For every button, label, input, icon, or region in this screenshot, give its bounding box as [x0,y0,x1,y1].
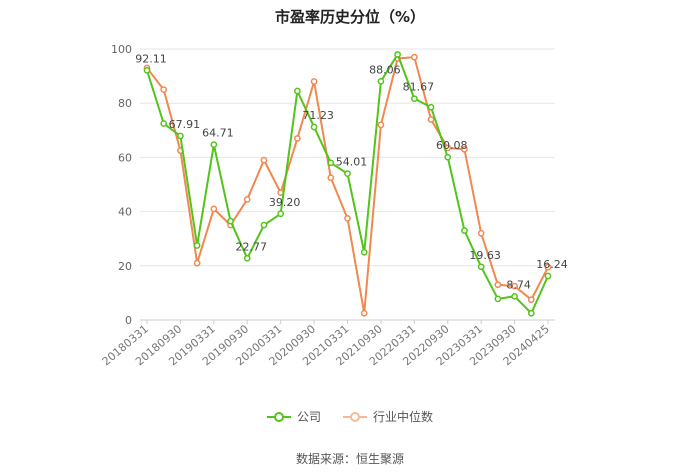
data-label: 39.20 [269,196,301,209]
series-company-point [160,120,168,127]
series-industry-point [294,135,301,142]
series-industry-point [527,296,535,304]
data-label: 88.06 [369,63,401,76]
series-industry-point [260,156,268,164]
series-company-point [444,153,452,161]
series-industry-point [160,86,168,94]
y-tick-label: 80 [118,97,132,110]
y-tick-label: 100 [111,43,132,56]
series-industry-point [327,174,335,182]
data-label: 8.74 [506,278,531,291]
series-company-point [310,123,318,131]
data-label: 19.63 [469,249,501,262]
series-industry-point [511,282,518,290]
source-note: 数据来源：恒生聚源 [295,452,404,466]
series-company-point [344,170,351,177]
y-tick-label: 40 [118,206,132,219]
series-industry-point [243,196,251,203]
series-industry-point [360,309,368,317]
y-tick-label: 0 [125,314,132,327]
legend-item-industry-median[interactable]: 行业中位数 [343,408,433,425]
data-label: 64.71 [202,127,234,140]
data-label: 60.08 [436,139,468,152]
data-label: 81.67 [403,81,435,94]
series-company-point [327,159,335,167]
series-industry-point [461,145,468,153]
series-company-point [260,221,268,229]
series-industry-point [210,205,218,213]
legend-company-marker [266,411,291,423]
series-company-point [461,227,468,234]
legend-company-label: 公司 [296,410,321,424]
series-company-point [410,95,418,103]
data-label: 92.11 [135,52,167,65]
series-company-point [177,132,184,140]
series-industry-point [410,53,418,61]
series-company-point [210,141,218,148]
data-label: 67.91 [169,118,201,131]
series-industry-point [377,121,385,129]
data-label: 16.24 [536,258,568,271]
legend-industry-marker [343,411,367,423]
legend-item-company[interactable]: 公司 [266,408,321,425]
series-company-point [477,263,485,271]
y-tick-label: 20 [118,260,132,273]
series-industry-point [544,263,552,271]
series-company-point [494,295,502,303]
series-company-point [243,254,251,262]
series-industry-point [310,78,318,85]
series-company-point [544,272,552,280]
data-label: 54.01 [336,156,368,169]
series-company-point [427,103,435,111]
series-industry-point [427,116,435,123]
series-company-point [294,87,301,95]
series-company-point [394,51,401,58]
series-company-point [527,309,535,317]
series-company-point [511,292,518,300]
series-company-point [227,217,234,225]
legend[interactable]: 公司 行业中位数 [0,408,700,425]
series-company-point [360,248,368,256]
series-industry-point [193,259,201,267]
y-tick-label: 60 [118,151,132,164]
series-company-line [146,52,549,315]
chart-title: 市盈率历史分位（%） [274,8,426,26]
data-label: 71.23 [302,109,334,122]
series-company-point [277,210,285,218]
series-company-point [143,67,151,74]
series-industry-point [494,281,502,289]
series-company-point [377,78,385,85]
data-label: 22.77 [236,240,268,253]
legend-industry-label: 行业中位数 [373,410,434,424]
series-company-point [193,242,201,249]
series-industry-point [344,215,351,222]
series-industry-point [477,229,485,237]
